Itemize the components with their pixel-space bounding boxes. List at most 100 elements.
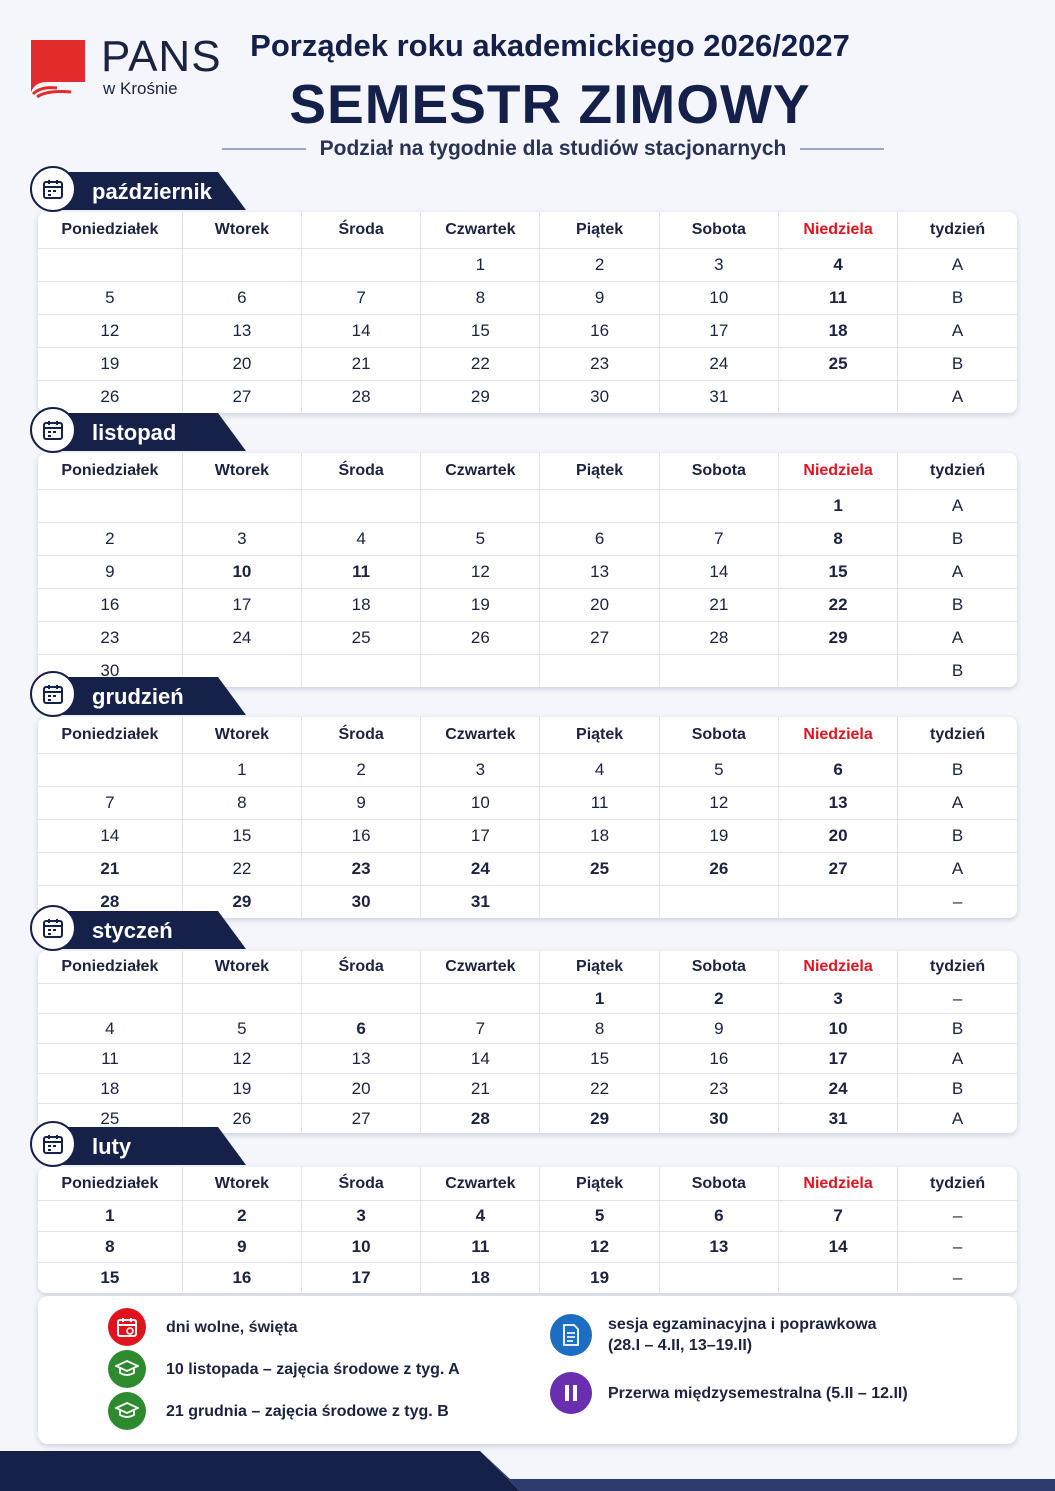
day-cell: 13: [182, 314, 303, 348]
day-cell: 16: [182, 1262, 303, 1293]
day-cell: 30: [301, 885, 422, 918]
day-cell: 8: [38, 1231, 183, 1263]
graduation-cap-icon: [108, 1350, 146, 1388]
day-cell: 13: [539, 555, 660, 589]
legend: dni wolne, święta 10 listopada – zajęcia…: [38, 1296, 1017, 1444]
day-cell: 11: [420, 1231, 541, 1263]
table-row: 9 10 11 12 13 14 15 A: [38, 555, 1017, 589]
calendar-icon: [30, 1121, 76, 1167]
day-cell: 25: [539, 852, 660, 886]
document-icon: [550, 1314, 592, 1356]
calendar-table: Poniedziałek Wtorek Środa Czwartek Piątek Sob…: [38, 453, 1017, 687]
legend-exam-label: sesja egzaminacyjna i poprawkowa (28.I –…: [608, 1314, 877, 1356]
column-header: Piątek: [539, 212, 660, 249]
column-header: Poniedziałek: [38, 453, 183, 490]
day-cell: [301, 983, 422, 1014]
logo-book-icon: [31, 40, 85, 98]
day-cell: 11: [539, 786, 660, 820]
day-cell: 31: [659, 380, 779, 413]
day-cell: 27: [778, 852, 899, 886]
day-cell: 14: [659, 555, 779, 589]
column-header: Poniedziałek: [38, 951, 183, 984]
day-cell: 9: [539, 281, 660, 315]
day-cell: 28: [301, 380, 422, 413]
table-header-row: Poniedziałek Wtorek Środa Czwartek Piątek Sob…: [38, 1167, 1017, 1201]
day-cell: 29: [778, 621, 899, 655]
day-cell: [182, 983, 303, 1014]
column-header: tydzień: [897, 212, 1017, 249]
day-cell: 22: [420, 347, 541, 381]
legend-exam-line1: sesja egzaminacyjna i poprawkowa: [608, 1316, 877, 1333]
day-cell: 21: [38, 852, 183, 886]
column-header: Czwartek: [420, 453, 541, 490]
column-header: Sobota: [659, 951, 779, 984]
day-cell: [659, 1262, 779, 1293]
day-cell: 2: [659, 983, 779, 1014]
column-header: Sobota: [659, 453, 779, 490]
week-cell: A: [897, 621, 1017, 655]
day-cell: 11: [778, 281, 899, 315]
day-cell: 16: [539, 314, 660, 348]
day-cell: 6: [778, 753, 899, 787]
day-cell: 15: [778, 555, 899, 589]
day-cell: 2: [301, 753, 422, 787]
column-header: Piątek: [539, 951, 660, 984]
day-cell: 14: [301, 314, 422, 348]
day-cell: 14: [38, 819, 183, 853]
day-cell: 5: [539, 1200, 660, 1232]
calendar-table: Poniedziałek Wtorek Środa Czwartek Piątek Sob…: [38, 1167, 1017, 1293]
day-cell: 26: [659, 852, 779, 886]
month-block: październik Poniedziałek Wtorek Środa Czwart…: [30, 166, 1017, 413]
month-block: listopad Poniedziałek Wtorek Środa Czwartek P…: [30, 407, 1017, 687]
day-cell: 1: [182, 753, 303, 787]
column-header: Czwartek: [420, 951, 541, 984]
column-header: Niedziela: [778, 951, 899, 984]
day-cell: [539, 654, 660, 687]
day-cell: 3: [301, 1200, 422, 1232]
day-cell: 18: [778, 314, 899, 348]
column-header: Wtorek: [182, 951, 303, 984]
table-row: 25 26 27 28 29 30 31 A: [38, 1103, 1017, 1133]
page-title: Porządek roku akademickiego 2026/2027: [250, 28, 850, 63]
day-cell: 5: [38, 281, 183, 315]
day-cell: 2: [539, 248, 660, 282]
week-cell: B: [897, 1013, 1017, 1044]
calendar-icon: [30, 166, 76, 212]
day-cell: 18: [420, 1262, 541, 1293]
day-cell: 10: [420, 786, 541, 820]
month-header: grudzień: [30, 671, 1017, 717]
day-cell: [38, 248, 183, 282]
column-header: Niedziela: [778, 212, 899, 249]
day-cell: 24: [182, 621, 303, 655]
day-cell: 16: [659, 1043, 779, 1074]
day-cell: 7: [778, 1200, 899, 1232]
calendar-icon: [30, 407, 76, 453]
column-header: Poniedziałek: [38, 717, 183, 754]
day-cell: 5: [659, 753, 779, 787]
column-header: Piątek: [539, 1167, 660, 1201]
day-cell: 27: [539, 621, 660, 655]
day-cell: 12: [38, 314, 183, 348]
week-cell: A: [897, 314, 1017, 348]
day-cell: 21: [420, 1073, 541, 1104]
day-cell: [38, 753, 183, 787]
month-name: listopad: [92, 420, 177, 445]
graduation-cap-icon: [108, 1392, 146, 1430]
day-cell: 24: [659, 347, 779, 381]
day-cell: [182, 248, 303, 282]
day-cell: 8: [778, 522, 899, 556]
day-cell: 7: [38, 786, 183, 820]
month-header: styczeń: [30, 905, 1017, 951]
week-cell: B: [897, 819, 1017, 853]
day-cell: [182, 489, 303, 523]
day-cell: 17: [778, 1043, 899, 1074]
day-cell: [301, 489, 422, 523]
column-header: Poniedziałek: [38, 212, 183, 249]
day-cell: 10: [659, 281, 779, 315]
column-header: Wtorek: [182, 717, 303, 754]
table-row: 26 27 28 29 30 31 A: [38, 380, 1017, 413]
day-cell: 12: [420, 555, 541, 589]
week-cell: A: [951, 1108, 964, 1128]
subtitle-row: Podział na tygodnie dla studiów stacjona…: [222, 135, 884, 163]
column-header: Wtorek: [182, 453, 303, 490]
